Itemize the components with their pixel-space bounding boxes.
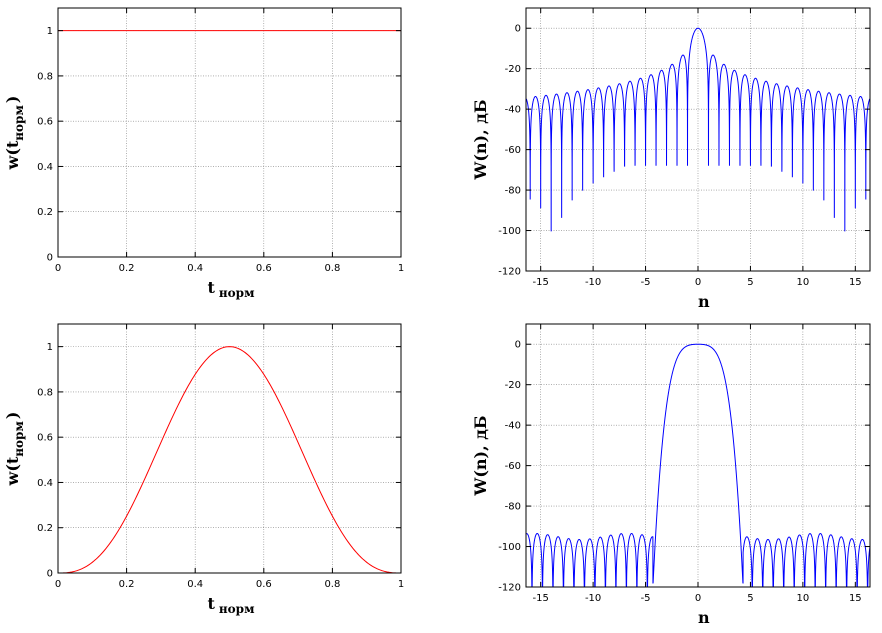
x-axis-label: n [698, 608, 710, 627]
plot-frame [525, 7, 871, 272]
x-tick-label: 0.8 [324, 263, 340, 274]
x-tick-label: 0 [695, 277, 701, 288]
y-tick-label: 0 [515, 24, 521, 35]
y-tick-label: 0 [47, 569, 53, 580]
plot-frame [57, 323, 402, 574]
plot-frame [57, 7, 402, 258]
y-tick-label: -120 [498, 583, 521, 594]
x-tick-label: -15 [533, 593, 549, 604]
y-axis-label-main: W(n), дБ [471, 99, 490, 180]
y-tick-label: 0.4 [37, 478, 53, 489]
series-line [58, 346, 401, 573]
y-axis-label-main: w(t [3, 456, 22, 486]
y-tick-label: -60 [505, 145, 521, 156]
x-axis-label-main: n [698, 608, 710, 627]
chart-hann-window: 0 0.2 0.4 0.6 0.8 100.20.40.60.81t нормw(tнорм… [3, 323, 404, 616]
x-tick-label: 5 [747, 277, 753, 288]
y-tick-label: 0.2 [37, 207, 53, 218]
x-tick-label: 0.6 [256, 263, 272, 274]
y-tick-label: -40 [505, 421, 521, 432]
y-tick-label: 0 [515, 340, 521, 351]
y-tick-label: 0.6 [37, 117, 53, 128]
y-tick-label: 0.4 [37, 162, 53, 173]
x-tick-label: 0 [55, 579, 61, 590]
x-axis-label-main: t [208, 594, 216, 613]
x-tick-label: -10 [585, 593, 601, 604]
y-tick-label: -80 [505, 186, 521, 197]
y-tick-label: 0.8 [37, 71, 53, 82]
x-tick-label: 0.6 [256, 579, 272, 590]
x-tick-label: 0.4 [187, 579, 203, 590]
y-tick-label: 0.2 [37, 523, 53, 534]
x-tick-label: -15 [533, 277, 549, 288]
x-axis-label-main: t [208, 278, 216, 297]
y-axis-label: w(tнорм) [3, 96, 26, 171]
x-tick-label: 0.8 [324, 579, 340, 590]
series-line [526, 343, 870, 587]
chart-hann-spectrum: -15 -10 -5 0 5 10 15 -120 -100 -80 -60 -40 -20 0 n W(n)… [471, 323, 871, 627]
y-tick-label: 0.8 [37, 387, 53, 398]
y-tick-label: -100 [498, 226, 521, 237]
y-axis-label-main: w(t [3, 140, 22, 170]
y-tick-label: 1 [47, 26, 53, 37]
x-tick-label: 10 [797, 593, 810, 604]
y-axis-label-main: W(n), дБ [471, 415, 490, 496]
x-tick-label: 5 [747, 593, 753, 604]
y-axis-label-close: ) [3, 96, 22, 104]
y-tick-label: -20 [505, 64, 521, 75]
y-tick-label: 0.6 [37, 433, 53, 444]
x-axis-label-main: n [698, 292, 710, 311]
y-tick-label: -40 [505, 105, 521, 116]
y-tick-label: -60 [505, 461, 521, 472]
x-axis-label: t норм [208, 594, 256, 616]
x-tick-label: 0.2 [119, 579, 135, 590]
x-tick-label: 10 [797, 277, 810, 288]
x-tick-label: 1 [398, 263, 404, 274]
chart-rect-window: 0 0.2 0.4 0.6 0.8 100.20.40.60.81t нормw(tнорм… [3, 7, 404, 300]
plot-frame [525, 323, 871, 588]
y-tick-label: -80 [505, 502, 521, 513]
x-axis-label-sub: норм [219, 286, 255, 300]
y-axis-label-sub: норм [12, 421, 26, 457]
x-tick-label: 15 [849, 277, 862, 288]
y-tick-label: 1 [47, 342, 53, 353]
x-tick-label: 0.4 [187, 263, 203, 274]
x-tick-label: 15 [849, 593, 862, 604]
x-tick-label: -5 [641, 593, 651, 604]
y-tick-label: -120 [498, 267, 521, 278]
x-axis-label: n [698, 292, 710, 311]
y-axis-label-sub: норм [12, 105, 26, 141]
x-tick-label: 0 [55, 263, 61, 274]
series-line [526, 27, 870, 232]
x-tick-label: -10 [585, 277, 601, 288]
y-tick-label: -20 [505, 380, 521, 391]
x-axis-label-sub: норм [219, 602, 255, 616]
chart-rect-spectrum: -15 -10 -5 0 5 10 15 -120 -100 -80 -60 -40 -20 0 n W(n)… [471, 7, 871, 311]
y-axis-label-close: ) [3, 412, 22, 420]
y-tick-label: -100 [498, 542, 521, 553]
y-axis-label: W(n), дБ [471, 99, 490, 180]
x-axis-label: t норм [208, 278, 256, 300]
y-axis-label: w(tнорм) [3, 412, 26, 487]
x-tick-label: -5 [641, 277, 651, 288]
x-tick-label: 0 [695, 593, 701, 604]
y-tick-label: 0 [47, 253, 53, 264]
x-tick-label: 1 [398, 579, 404, 590]
x-tick-label: 0.2 [119, 263, 135, 274]
y-axis-label: W(n), дБ [471, 415, 490, 496]
